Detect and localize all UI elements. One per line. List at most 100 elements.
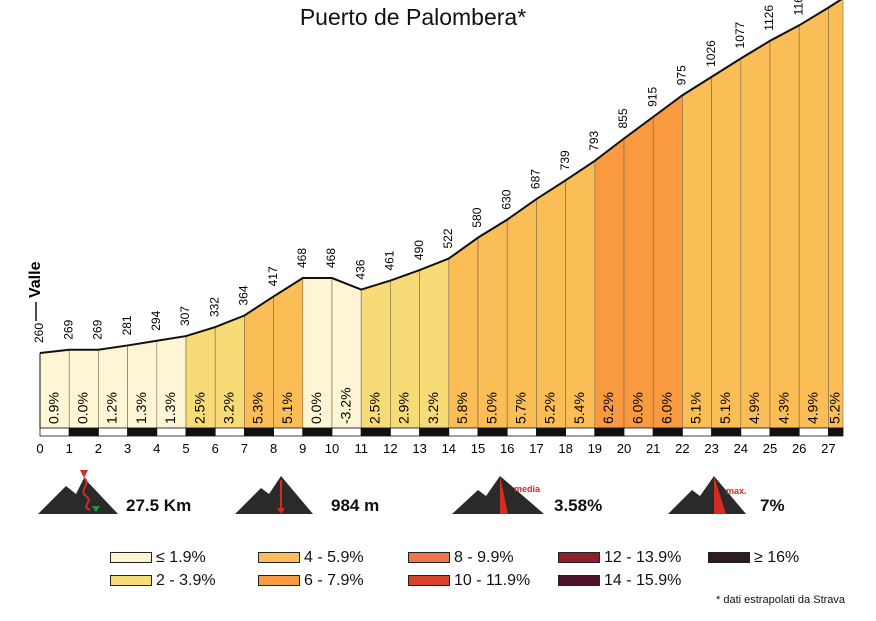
- km-scale-block: [98, 427, 129, 437]
- km-tick-label: 13: [412, 441, 426, 456]
- legend-label: 8 - 9.9%: [454, 549, 514, 566]
- km-tick-label: 15: [471, 441, 485, 456]
- km-scale-block: [273, 427, 304, 437]
- km-tick-label: 6: [212, 441, 219, 456]
- segment-gradient-label: 3.2%: [221, 392, 237, 424]
- km-scale-block: [302, 427, 333, 437]
- profile-segment: [623, 116, 654, 429]
- km-tick-label: 23: [704, 441, 718, 456]
- km-scale-block: [594, 427, 625, 437]
- segment-gradient-label: 5.3%: [250, 392, 266, 424]
- km-tick-label: 0: [36, 441, 43, 456]
- km-scale-block: [331, 427, 362, 437]
- km-scale-block: [682, 427, 713, 437]
- segment-gradient-label: 4.9%: [805, 392, 821, 424]
- km-tick-label: 19: [588, 441, 602, 456]
- summary-distance: 27.5 Km: [38, 470, 208, 520]
- legend-swatch: [110, 552, 152, 564]
- elevation-label: 580: [470, 207, 484, 227]
- elevation-label: 490: [412, 240, 426, 260]
- km-scale-block: [506, 427, 537, 437]
- elevation-label: 269: [91, 319, 105, 339]
- summary-distance-value: 27.5 Km: [126, 496, 192, 515]
- elevation-label: 461: [383, 250, 397, 270]
- legend-label: 2 - 3.9%: [156, 572, 216, 589]
- segment-gradient-label: 1.2%: [104, 392, 120, 424]
- km-scale-block: [185, 427, 216, 437]
- km-tick-label: 21: [646, 441, 660, 456]
- km-scale-block: [711, 427, 742, 437]
- km-tick-label: 5: [182, 441, 189, 456]
- profile-segment: [594, 137, 625, 429]
- km-tick-label: 12: [383, 441, 397, 456]
- elevation-label: 855: [616, 108, 630, 128]
- source-note: * dati estrapolati da Strava: [716, 594, 846, 606]
- elevation-label: 1126: [762, 5, 776, 31]
- legend-swatch: [708, 552, 750, 564]
- segment-gradient-label: 6.0%: [659, 392, 675, 424]
- km-tick-label: 18: [558, 441, 572, 456]
- segment-gradient-label: 5.7%: [513, 392, 529, 424]
- segment-gradient-label: 6.2%: [600, 392, 616, 424]
- segment-gradient-label: 2.9%: [396, 392, 412, 424]
- profile-segment: [828, 0, 844, 429]
- profile-segment: [769, 24, 800, 429]
- segment-gradient-label: 5.8%: [454, 392, 470, 424]
- summary-max-gradient: max. 7%: [668, 470, 818, 520]
- summary-elevation-gain-value: 984 m: [331, 496, 380, 515]
- km-scale-block: [389, 427, 420, 437]
- legend-swatch: [258, 575, 300, 587]
- start-label: Valle: [27, 261, 44, 298]
- km-tick-label: 2: [95, 441, 102, 456]
- legend-label: 14 - 15.9%: [604, 572, 682, 589]
- legend-item: ≤ 1.9%: [110, 549, 206, 567]
- km-scale-block: [536, 427, 567, 437]
- max-gradient-icon: max.: [668, 476, 746, 514]
- segment-gradient-label: 5.4%: [571, 392, 587, 424]
- summary-average-gradient-value: 3.58%: [554, 496, 603, 515]
- legend-item: 10 - 11.9%: [408, 572, 530, 590]
- profile-segment: [652, 94, 683, 429]
- segment-gradient-label: 1.3%: [162, 392, 178, 424]
- km-tick-label: 17: [529, 441, 543, 456]
- elevation-label: 307: [178, 306, 192, 326]
- elevation-label: 332: [207, 297, 221, 317]
- legend-swatch: [408, 552, 450, 564]
- legend-label: ≥ 16%: [754, 549, 800, 566]
- segment-gradient-label: 5.2%: [826, 392, 842, 424]
- summary-average-gradient: media 3.58%: [452, 470, 622, 520]
- km-tick-label: 7: [241, 441, 248, 456]
- legend-label: 12 - 13.9%: [604, 549, 682, 566]
- km-scale-block: [127, 427, 158, 437]
- km-tick-label: 27: [821, 441, 835, 456]
- km-scale-block: [68, 427, 99, 437]
- summary-elevation-gain: 984 m: [235, 470, 405, 520]
- km-scale-block: [214, 427, 245, 437]
- segment-gradient-label: 1.3%: [133, 392, 149, 424]
- legend-swatch: [558, 552, 600, 564]
- legend-item: 6 - 7.9%: [258, 572, 364, 590]
- km-tick-label: 10: [325, 441, 339, 456]
- segment-gradient-label: 0.0%: [75, 392, 91, 424]
- segment-gradient-label: -3.2%: [337, 387, 353, 424]
- segment-gradient-label: 3.2%: [425, 392, 441, 424]
- km-scale-block: [623, 427, 654, 437]
- legend-item: 14 - 15.9%: [558, 572, 681, 590]
- km-tick-label: 22: [675, 441, 689, 456]
- legend-item: 8 - 9.9%: [408, 549, 514, 567]
- elevation-label: 687: [529, 169, 543, 189]
- segment-gradient-label: 6.0%: [629, 392, 645, 424]
- elevation-label: 468: [295, 248, 309, 268]
- profile-segment: [536, 179, 566, 429]
- km-scale-block: [243, 427, 274, 437]
- elevation-label: 281: [120, 315, 134, 335]
- elevation-label: 522: [441, 228, 455, 248]
- km-scale-block: [565, 427, 596, 437]
- summary-max-gradient-value: 7%: [760, 496, 785, 515]
- segment-gradient-label: 5.0%: [483, 392, 499, 424]
- elevation-label: 294: [149, 310, 163, 330]
- profile-segment: [798, 7, 829, 429]
- segment-gradient-label: 2.5%: [191, 392, 207, 424]
- profile-segment: [565, 160, 596, 429]
